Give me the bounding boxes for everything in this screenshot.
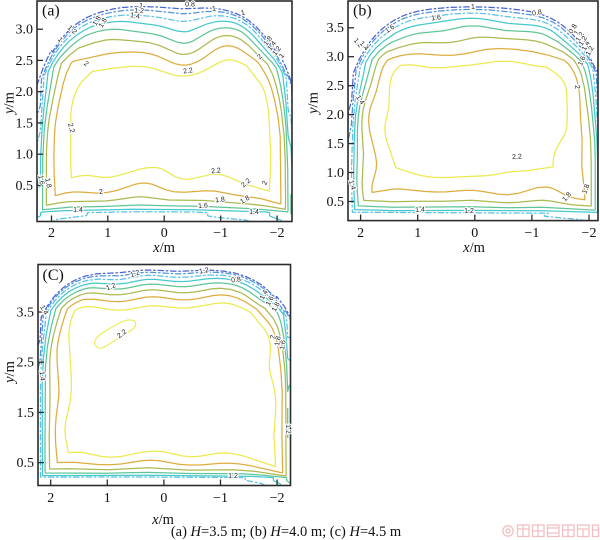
svg-text:1.6: 1.6 — [36, 175, 45, 186]
svg-text:y/m: y/m — [2, 91, 18, 115]
svg-text:1.6: 1.6 — [279, 340, 288, 351]
svg-text:2: 2 — [573, 85, 580, 90]
svg-text:1: 1 — [573, 30, 581, 37]
svg-text:1.4: 1.4 — [347, 180, 356, 191]
svg-text:3.5: 3.5 — [327, 21, 345, 36]
svg-text:1.2: 1.2 — [199, 267, 210, 276]
svg-text:1.2: 1.2 — [134, 7, 145, 15]
svg-text:1.6: 1.6 — [431, 14, 442, 22]
svg-text:y/m: y/m — [2, 360, 18, 384]
svg-text:1.4: 1.4 — [415, 207, 425, 215]
svg-text:1.0: 1.0 — [16, 148, 34, 163]
svg-text:−1: −1 — [213, 226, 228, 241]
svg-text:1: 1 — [139, 3, 144, 10]
svg-text:3.5: 3.5 — [17, 306, 35, 321]
svg-text:2: 2 — [99, 189, 104, 196]
svg-text:−1: −1 — [213, 491, 228, 506]
svg-text:2: 2 — [270, 334, 278, 339]
svg-text:−1: −1 — [524, 226, 539, 241]
svg-text:1.4: 1.4 — [130, 12, 141, 20]
svg-text:2: 2 — [357, 226, 364, 241]
svg-text:1.5: 1.5 — [16, 116, 34, 131]
svg-text:1: 1 — [240, 9, 246, 17]
svg-text:1: 1 — [414, 226, 421, 241]
svg-text:1.2: 1.2 — [284, 424, 292, 434]
svg-text:2: 2 — [48, 226, 55, 241]
svg-text:(b): (b) — [353, 3, 372, 20]
svg-text:2.5: 2.5 — [327, 79, 345, 94]
svg-text:1.2: 1.2 — [464, 208, 474, 215]
svg-text:2.2: 2.2 — [66, 122, 75, 133]
svg-text:3.0: 3.0 — [327, 50, 345, 65]
svg-text:1.4: 1.4 — [354, 94, 365, 106]
svg-text:2: 2 — [47, 491, 54, 506]
svg-text:1.4: 1.4 — [73, 207, 83, 214]
svg-text:2.2: 2.2 — [211, 167, 222, 175]
svg-text:1.2: 1.2 — [228, 473, 238, 480]
svg-text:−2: −2 — [270, 226, 285, 241]
svg-text:0.5: 0.5 — [327, 195, 345, 210]
svg-text:1.8: 1.8 — [215, 196, 226, 204]
svg-text:x/m: x/m — [152, 240, 175, 256]
svg-text:0.8: 0.8 — [185, 1, 195, 8]
svg-text:1.4: 1.4 — [38, 371, 46, 382]
svg-text:(C): (C) — [43, 267, 64, 284]
svg-text:1: 1 — [104, 491, 111, 506]
svg-text:1.8: 1.8 — [43, 178, 52, 189]
svg-text:2.2: 2.2 — [512, 154, 522, 162]
svg-text:1.5: 1.5 — [327, 137, 345, 152]
svg-text:0: 0 — [161, 226, 168, 241]
svg-text:2.2: 2.2 — [116, 328, 128, 340]
svg-text:1: 1 — [104, 226, 111, 241]
svg-text:0.5: 0.5 — [17, 456, 35, 471]
svg-text:1.5: 1.5 — [17, 406, 35, 421]
svg-text:1.8: 1.8 — [274, 336, 283, 347]
svg-text:y/m: y/m — [306, 91, 322, 115]
svg-text:1: 1 — [212, 6, 217, 13]
svg-text:1.8: 1.8 — [581, 183, 591, 195]
svg-text:0.5: 0.5 — [16, 179, 34, 194]
svg-text:1.0: 1.0 — [327, 166, 345, 181]
svg-text:(a): (a) — [42, 3, 60, 20]
svg-text:1.6: 1.6 — [198, 203, 208, 211]
svg-text:3.0: 3.0 — [16, 23, 34, 38]
svg-text:2: 2 — [256, 53, 264, 61]
svg-text:1.4: 1.4 — [358, 40, 370, 52]
svg-text:2.2: 2.2 — [183, 67, 194, 75]
svg-text:1: 1 — [278, 52, 286, 59]
svg-text:0.8: 0.8 — [231, 276, 242, 284]
svg-text:(a) H=3.5 m; (b) H=4.0 m; (c): (a) H=3.5 m; (b) H=4.0 m; (c) H=4.5 m — [171, 524, 402, 540]
svg-text:2.5: 2.5 — [17, 356, 35, 371]
svg-text:2: 2 — [261, 180, 269, 186]
svg-text:1.8: 1.8 — [561, 191, 573, 203]
svg-text:x/m: x/m — [462, 240, 485, 256]
svg-text:2.2: 2.2 — [240, 177, 252, 189]
svg-text:2.5: 2.5 — [16, 54, 34, 69]
svg-text:2: 2 — [82, 60, 89, 68]
svg-text:1.2: 1.2 — [129, 269, 141, 279]
svg-text:−2: −2 — [270, 491, 285, 506]
svg-text:2.0: 2.0 — [327, 108, 345, 123]
svg-text:1: 1 — [471, 4, 475, 11]
svg-text:1: 1 — [56, 36, 64, 44]
svg-text:1.4: 1.4 — [249, 209, 259, 216]
svg-text:0: 0 — [471, 226, 478, 241]
svg-text:x/m: x/m — [151, 512, 174, 528]
svg-text:0: 0 — [160, 491, 167, 506]
svg-text:1.6: 1.6 — [577, 55, 587, 67]
svg-text:0.8: 0.8 — [532, 9, 543, 18]
svg-text:−2: −2 — [582, 226, 597, 241]
svg-text:2.0: 2.0 — [16, 85, 34, 100]
